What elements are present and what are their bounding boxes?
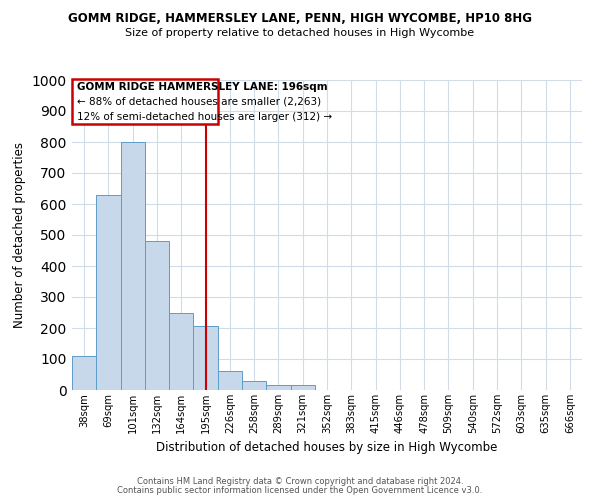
Bar <box>266 386 290 390</box>
Text: Contains HM Land Registry data © Crown copyright and database right 2024.: Contains HM Land Registry data © Crown c… <box>137 477 463 486</box>
Text: GOMM RIDGE HAMMERSLEY LANE: 196sqm: GOMM RIDGE HAMMERSLEY LANE: 196sqm <box>77 82 328 92</box>
Text: GOMM RIDGE, HAMMERSLEY LANE, PENN, HIGH WYCOMBE, HP10 8HG: GOMM RIDGE, HAMMERSLEY LANE, PENN, HIGH … <box>68 12 532 26</box>
Bar <box>169 312 193 390</box>
Bar <box>290 386 315 390</box>
Bar <box>193 326 218 390</box>
Text: ← 88% of detached houses are smaller (2,263): ← 88% of detached houses are smaller (2,… <box>77 96 321 106</box>
Bar <box>96 194 121 390</box>
FancyBboxPatch shape <box>72 80 218 124</box>
Bar <box>242 380 266 390</box>
Bar <box>218 372 242 390</box>
Bar <box>72 356 96 390</box>
Text: 12% of semi-detached houses are larger (312) →: 12% of semi-detached houses are larger (… <box>77 112 332 122</box>
X-axis label: Distribution of detached houses by size in High Wycombe: Distribution of detached houses by size … <box>157 442 497 454</box>
Bar <box>121 142 145 390</box>
Bar <box>145 241 169 390</box>
Y-axis label: Number of detached properties: Number of detached properties <box>13 142 26 328</box>
Text: Size of property relative to detached houses in High Wycombe: Size of property relative to detached ho… <box>125 28 475 38</box>
Text: Contains public sector information licensed under the Open Government Licence v3: Contains public sector information licen… <box>118 486 482 495</box>
